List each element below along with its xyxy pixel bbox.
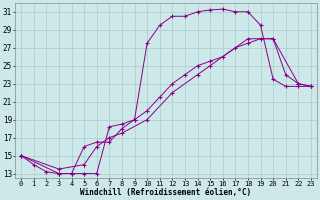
X-axis label: Windchill (Refroidissement éolien,°C): Windchill (Refroidissement éolien,°C) (80, 188, 252, 197)
